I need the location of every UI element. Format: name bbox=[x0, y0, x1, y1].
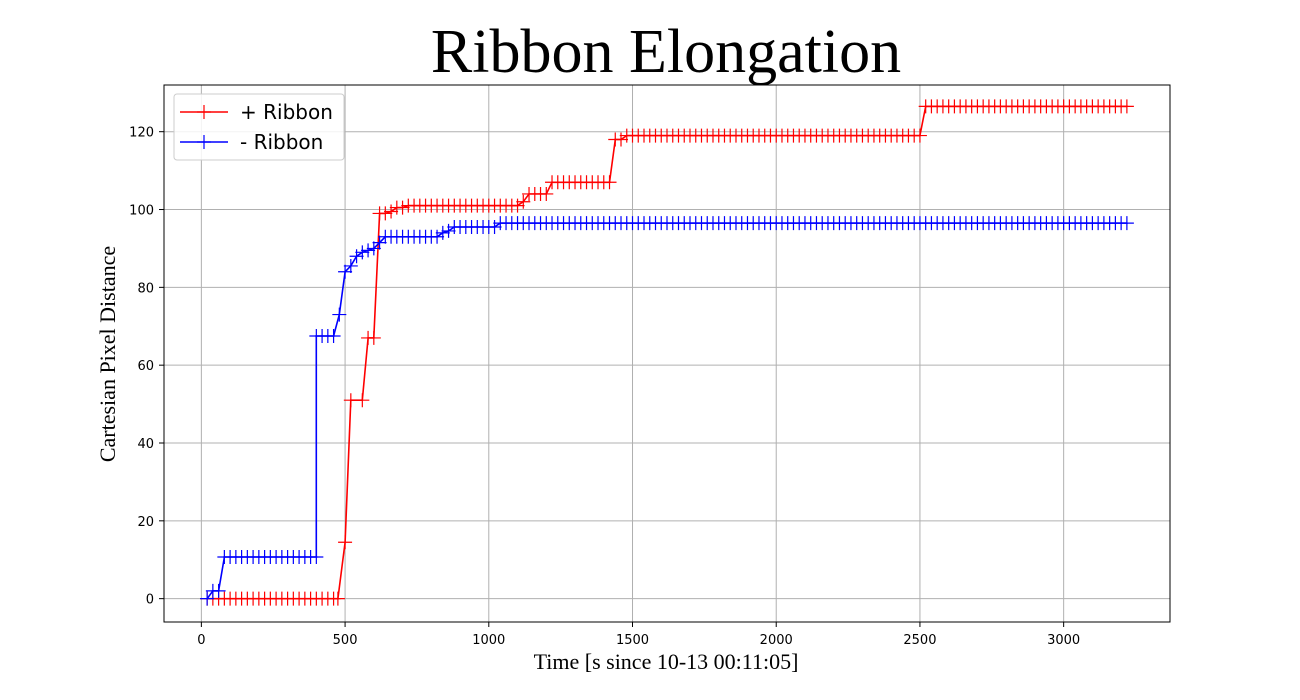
data-point-minus-ribbon bbox=[309, 550, 324, 565]
data-point-plus-ribbon bbox=[516, 194, 531, 209]
data-point-plus-ribbon bbox=[1119, 99, 1134, 114]
legend-label-minus-ribbon: - Ribbon bbox=[240, 130, 323, 154]
y-tick-label: 40 bbox=[137, 437, 154, 452]
data-point-plus-ribbon bbox=[395, 200, 410, 215]
x-tick-label: 1500 bbox=[616, 633, 649, 648]
data-point-minus-ribbon bbox=[343, 258, 358, 273]
y-tick-label: 100 bbox=[129, 204, 154, 219]
legend: + Ribbon - Ribbon bbox=[173, 93, 345, 161]
x-tick-label: 2000 bbox=[760, 633, 793, 648]
chart-title: Ribbon Elongation bbox=[431, 18, 901, 86]
data-point-plus-ribbon bbox=[355, 393, 370, 408]
legend-marker-plus-ribbon bbox=[197, 105, 211, 119]
y-axis-label: Cartesian Pixel Distance bbox=[95, 246, 120, 462]
data-point-minus-ribbon bbox=[326, 328, 341, 343]
data-point-plus-ribbon bbox=[602, 175, 617, 190]
data-point-plus-ribbon bbox=[384, 204, 399, 219]
data-point-minus-ribbon bbox=[366, 241, 381, 256]
data-point-minus-ribbon bbox=[355, 245, 370, 260]
data-point-plus-ribbon bbox=[378, 206, 393, 221]
data-point-plus-ribbon bbox=[539, 186, 554, 201]
data-point-minus-ribbon bbox=[435, 225, 450, 240]
x-tick-label: 3000 bbox=[1047, 633, 1080, 648]
tick-layer: 0 500 1000 1500 2000 2500 3000 0 20 40 60 80 100 120 bbox=[129, 126, 1080, 648]
legend-label-plus-ribbon: + Ribbon bbox=[240, 100, 333, 124]
data-point-minus-ribbon bbox=[361, 243, 376, 258]
data-point-minus-ribbon bbox=[1119, 216, 1134, 231]
x-tick-label: 1000 bbox=[472, 633, 505, 648]
data-point-plus-ribbon bbox=[366, 330, 381, 345]
data-point-minus-ribbon bbox=[211, 583, 226, 598]
data-point-plus-ribbon bbox=[614, 132, 629, 147]
data-point-plus-ribbon bbox=[510, 198, 525, 213]
data-point-minus-ribbon bbox=[338, 264, 353, 279]
y-tick-label: 60 bbox=[137, 359, 154, 374]
data-point-plus-ribbon bbox=[338, 535, 353, 550]
x-tick-label: 2500 bbox=[903, 633, 936, 648]
data-point-minus-ribbon bbox=[372, 235, 387, 250]
data-point-plus-ribbon bbox=[912, 128, 927, 143]
x-tick-label: 0 bbox=[197, 633, 205, 648]
legend-box bbox=[173, 93, 345, 161]
x-tick-label: 500 bbox=[333, 633, 358, 648]
y-tick-label: 120 bbox=[129, 126, 154, 141]
series-layer bbox=[200, 99, 1134, 606]
data-point-minus-ribbon bbox=[430, 229, 445, 244]
data-point-minus-ribbon bbox=[349, 249, 364, 264]
legend-marker-minus-ribbon bbox=[197, 135, 211, 149]
data-point-minus-ribbon bbox=[332, 307, 347, 322]
x-axis-label: Time [s since 10-13 00:11:05] bbox=[534, 649, 799, 674]
y-tick-label: 0 bbox=[146, 593, 154, 608]
y-tick-label: 20 bbox=[137, 515, 154, 530]
y-tick-label: 80 bbox=[137, 281, 154, 296]
data-point-plus-ribbon bbox=[330, 591, 345, 606]
data-point-minus-ribbon bbox=[200, 591, 215, 606]
data-point-minus-ribbon bbox=[487, 220, 502, 235]
data-point-minus-ribbon bbox=[441, 223, 456, 238]
grid-layer bbox=[164, 85, 1170, 622]
plot-frame bbox=[163, 84, 1171, 623]
